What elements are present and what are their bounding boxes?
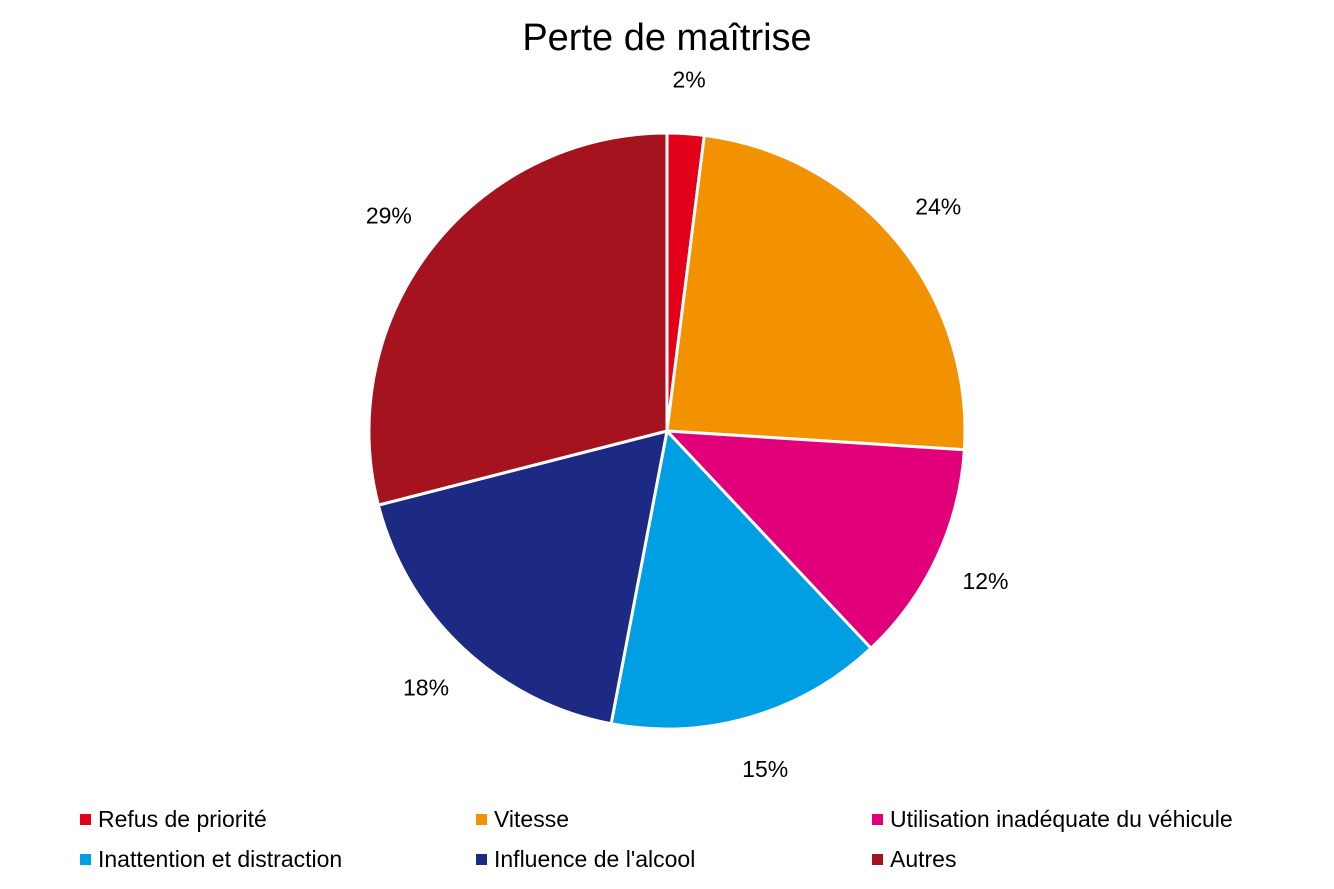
legend-label-4: Influence de l'alcool [494,846,696,872]
data-label-4: 18% [403,675,449,701]
legend-label-5: Autres [890,846,957,872]
data-label-1: 24% [915,194,961,220]
legend-item-5: Autres [872,844,1320,875]
legend-label-0: Refus de priorité [98,806,267,832]
data-label-0: 2% [672,67,705,93]
legend-item-0: Refus de priorité [80,804,476,835]
legend-label-1: Vitesse [494,806,570,832]
legend-item-4: Influence de l'alcool [476,844,872,875]
data-label-3: 15% [742,756,788,782]
pie-data-labels: 2% 24% 12% 15% 18% 29% [366,67,1009,782]
legend-item-2: Utilisation inadéquate du véhicule [872,804,1320,835]
data-label-5: 29% [366,202,412,228]
chart-title: Perte de maîtrise [522,17,812,59]
pie-slice-3 [609,429,873,731]
pie-slice-2 [665,429,966,650]
legend-item-3: Inattention et distraction [80,844,476,875]
data-label-2: 12% [962,568,1008,594]
legend-label-3: Inattention et distraction [98,846,343,872]
pie-slice-4 [376,429,669,726]
legend-swatch-5 [872,854,883,865]
legend-swatch-4 [476,854,487,865]
legend-swatch-3 [80,854,91,865]
legend-label-2: Utilisation inadéquate du véhicule [890,806,1233,832]
legend-swatch-0 [80,814,91,825]
legend: Refus de priorité Vitesse Utilisation inad… [80,804,1320,875]
legend-swatch-1 [476,814,487,825]
legend-item-1: Vitesse [476,804,872,835]
pie-slices [367,131,967,731]
legend-swatch-2 [872,814,883,825]
pie-slice-1 [665,133,967,452]
pie-slice-5 [367,131,669,507]
